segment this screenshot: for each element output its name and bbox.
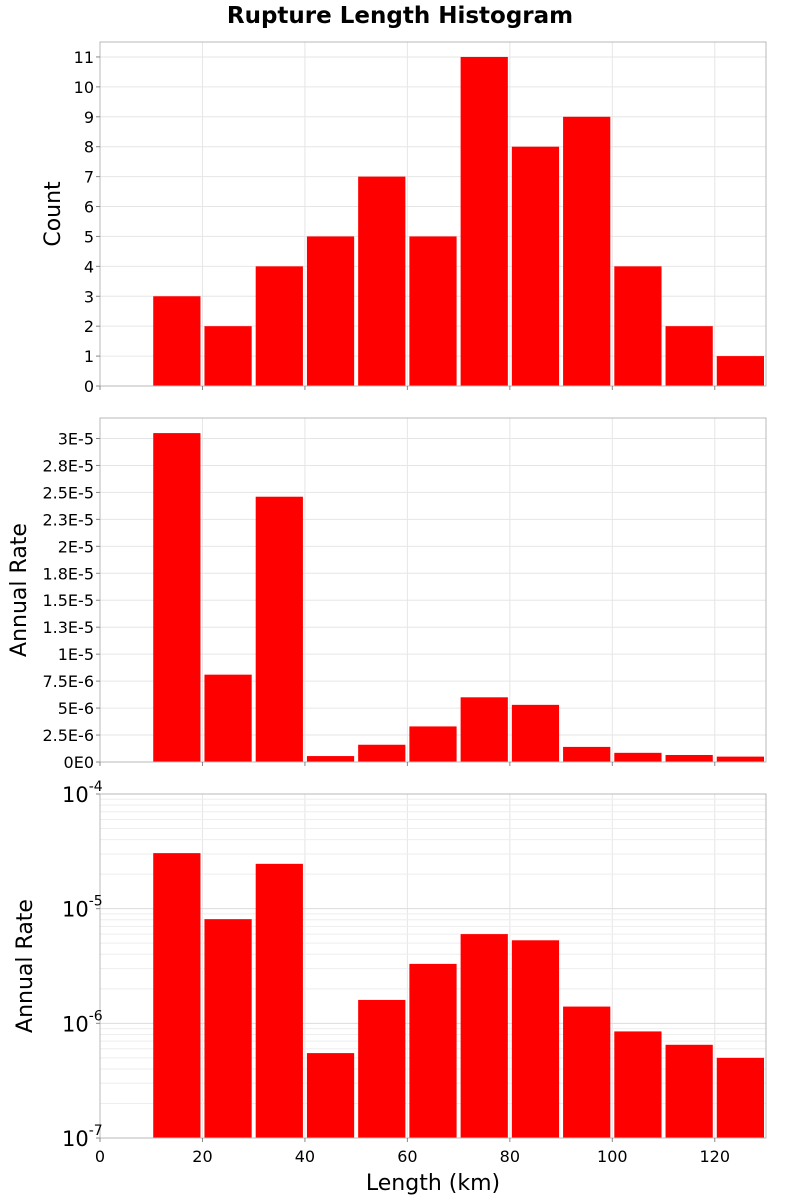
histogram-bar: [716, 756, 764, 762]
histogram-bar: [255, 496, 303, 762]
histogram-bar: [460, 56, 508, 387]
panel-rate-linear: 0E0 2.5E-6 5E-6 7.5E-6 1E-5 1.3E-5 1.5E-5 1.8E-…: [7, 417, 767, 772]
y-axis-label: Annual Rate: [7, 523, 32, 657]
histogram-bar: [460, 697, 508, 762]
y-tick-label: 1.5E-5: [42, 591, 94, 610]
y-tick-label: 10-5: [62, 894, 103, 922]
plot-frame: [99, 793, 767, 1139]
y-tick-label: 1.8E-5: [42, 564, 94, 583]
histogram-bar: [306, 756, 355, 762]
chart-title: Rupture Length Histogram: [227, 3, 573, 29]
histogram-bar: [204, 674, 252, 762]
x-tick-label: 120: [699, 1147, 730, 1166]
chart-panels: 0 1 2 3 4 5 6 7 8 9 10 11 Count 0E0 2.5E-6 5E-6 7.5E-6 1E…: [7, 41, 767, 1166]
y-tick-label: 10-6: [62, 1008, 103, 1036]
x-tick-label: 100: [597, 1147, 628, 1166]
y-tick-label: 4: [84, 257, 94, 276]
y-tick-label: 1.3E-5: [42, 618, 94, 637]
y-tick-label: 8: [84, 138, 94, 157]
histogram-bar: [716, 356, 764, 386]
histogram-bar: [204, 919, 252, 1138]
histogram-bar: [255, 266, 303, 386]
y-tick-label: 1: [84, 347, 94, 366]
histogram-bar: [665, 754, 713, 762]
histogram-bar: [511, 940, 560, 1138]
y-tick-label: 2.8E-5: [42, 456, 94, 475]
histogram-bar: [306, 236, 355, 386]
histogram-bar: [153, 853, 201, 1138]
y-tick-label: 9: [84, 108, 94, 127]
histogram-bar: [358, 176, 406, 386]
histogram-bar: [614, 266, 662, 386]
y-tick-label: 2E-5: [58, 537, 94, 556]
histogram-bar: [153, 296, 201, 386]
histogram-bar: [614, 1031, 662, 1138]
y-axis-label: Count: [41, 181, 66, 247]
histogram-bar: [153, 433, 201, 762]
histogram-bar: [460, 934, 508, 1138]
histogram-bar: [563, 1006, 611, 1138]
histogram-bar: [358, 999, 406, 1138]
y-tick-label: 10-4: [62, 779, 103, 807]
panel-rate-log: 10-7 10-6 10-5 10-4 Annual Rate: [13, 779, 767, 1151]
x-tick-label: 80: [500, 1147, 520, 1166]
y-tick-label: 10: [74, 78, 94, 97]
panel-count: 0 1 2 3 4 5 6 7 8 9 10 11 Count: [41, 41, 767, 396]
y-tick-label: 2: [84, 317, 94, 336]
y-tick-label: 7: [84, 168, 94, 187]
y-tick-label: 5: [84, 227, 94, 246]
histogram-bar: [409, 963, 457, 1138]
y-tick-label: 3E-5: [58, 429, 94, 448]
histogram-bar: [409, 236, 457, 386]
y-tick-label: 0: [84, 377, 94, 396]
y-tick-label: 7.5E-6: [42, 672, 94, 691]
plot-frame: [99, 417, 767, 763]
histogram-bar: [665, 326, 713, 386]
y-tick-label: 5E-6: [58, 699, 94, 718]
histogram-bar: [614, 752, 662, 762]
y-axis-label: Annual Rate: [13, 899, 38, 1033]
y-tick-label: 2.3E-5: [42, 510, 94, 529]
y-tick-label: 6: [84, 198, 94, 217]
y-tick-label: 3: [84, 287, 94, 306]
y-tick-label: 10-7: [62, 1123, 103, 1151]
histogram-bar: [716, 1057, 764, 1138]
y-tick-label: 0E0: [64, 753, 94, 772]
histogram-bar: [409, 726, 457, 762]
histogram-bar: [358, 744, 406, 762]
histogram-bar: [511, 704, 560, 762]
histogram-bar: [255, 863, 303, 1138]
y-tick-label: 1E-5: [58, 645, 94, 664]
histogram-bar: [563, 746, 611, 762]
histogram-bar: [563, 116, 611, 387]
x-tick-label: 0: [95, 1147, 105, 1166]
plot-frame: [99, 41, 767, 387]
x-axis-label: Length (km): [366, 1171, 500, 1196]
x-tick-label: 20: [192, 1147, 212, 1166]
histogram-bar: [511, 146, 560, 386]
histogram-bar: [204, 326, 252, 386]
y-tick-label: 11: [74, 48, 94, 67]
histogram-bar: [665, 1044, 713, 1138]
y-tick-label: 2.5E-5: [42, 483, 94, 502]
histogram-bar: [306, 1053, 355, 1138]
y-tick-label: 2.5E-6: [42, 726, 94, 745]
x-tick-label: 60: [397, 1147, 417, 1166]
x-tick-label: 40: [295, 1147, 315, 1166]
